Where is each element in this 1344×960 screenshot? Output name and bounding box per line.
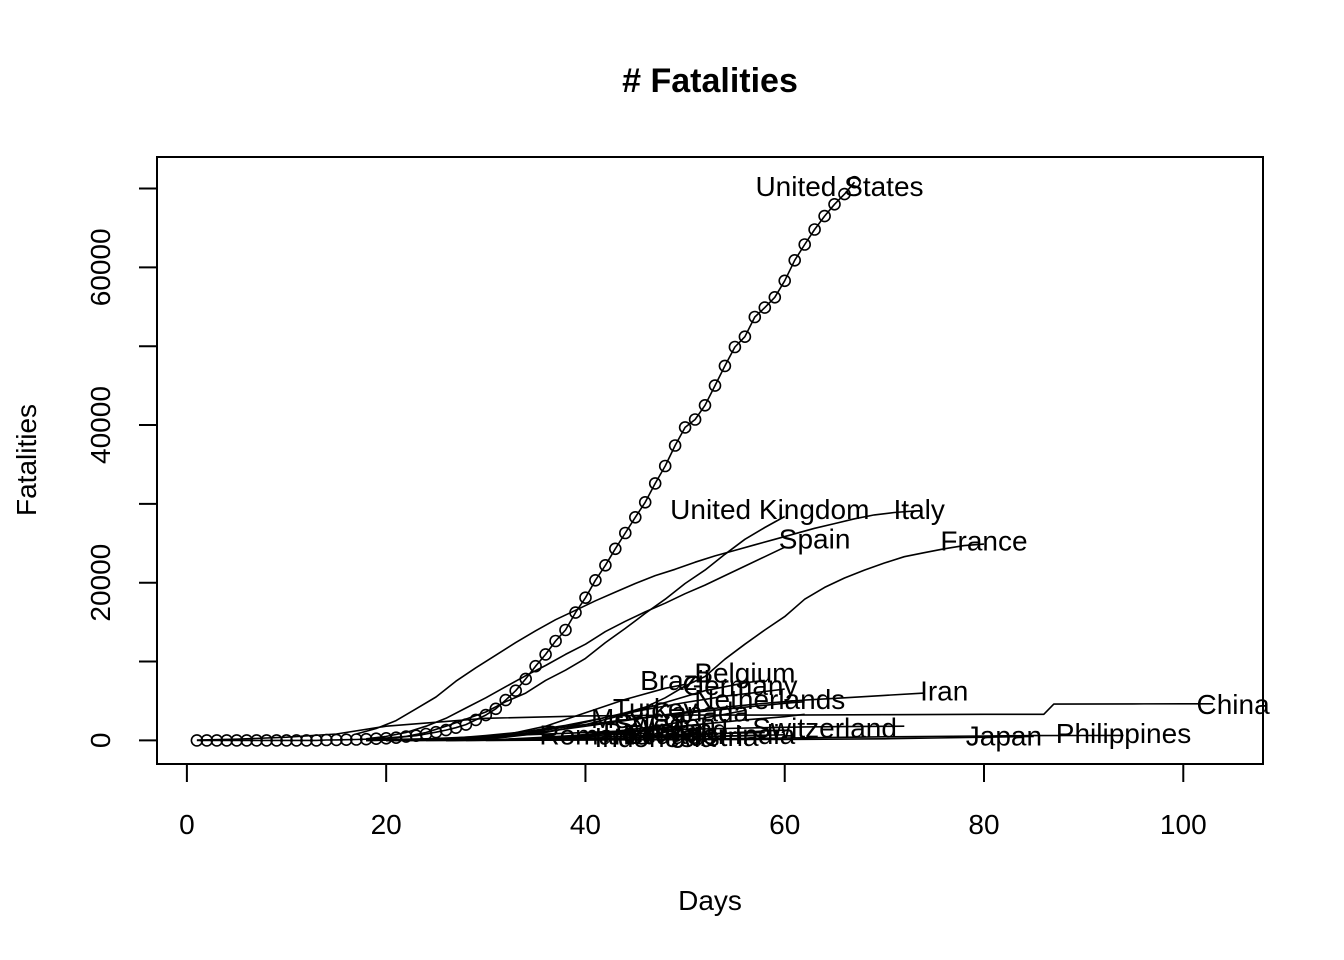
chart-title: # Fatalities <box>622 62 798 100</box>
data-point-united-states <box>529 659 542 673</box>
x-axis-title: Days <box>678 885 742 916</box>
data-point-united-states <box>240 734 253 747</box>
data-point-united-states <box>828 198 841 211</box>
data-point-united-states <box>479 708 493 722</box>
series-label-spain: Spain <box>779 523 851 554</box>
series-label-turkey: Turkey <box>613 693 698 724</box>
y-axis-title: Fatalities <box>11 404 42 516</box>
data-point-united-states <box>618 526 632 540</box>
data-point-united-states <box>738 330 752 344</box>
series-label-netherlands: Netherlands <box>694 684 845 715</box>
data-point-united-states <box>818 209 831 223</box>
data-point-united-states <box>768 290 782 304</box>
series-label-canada: Canada <box>651 697 750 728</box>
data-point-united-states <box>658 459 672 473</box>
data-point-united-states <box>678 421 692 434</box>
data-point-united-states <box>250 734 263 747</box>
data-point-united-states <box>758 301 772 314</box>
series-label-japan: Japan <box>966 720 1042 751</box>
data-point-united-states <box>718 359 732 373</box>
data-point-united-states <box>290 734 303 747</box>
data-point-united-states <box>230 734 243 747</box>
x-tick-label: 20 <box>371 809 402 840</box>
series-label-sweden: Sweden <box>615 709 716 740</box>
series-label-switzerland: Switzerland <box>752 712 897 743</box>
series-label-philippines: Philippines <box>1056 718 1191 749</box>
data-point-united-states <box>748 310 762 324</box>
data-point-united-states <box>339 733 353 747</box>
data-point-united-states <box>648 477 662 490</box>
data-point-united-states <box>848 175 861 189</box>
series-label-romania: Romania <box>539 720 651 751</box>
series-layer <box>190 175 1214 747</box>
series-label-ireland: Ireland <box>642 714 728 745</box>
data-point-united-states <box>509 684 523 698</box>
series-label-mexico: Mexico <box>591 703 680 734</box>
y-axis: 0 20000 40000 60000 <box>85 187 158 749</box>
data-point-united-states <box>579 591 592 605</box>
data-point-united-states <box>260 734 273 747</box>
series-label-belgium: Belgium <box>694 657 795 688</box>
x-tick-label: 80 <box>968 809 999 840</box>
data-point-united-states <box>608 542 622 556</box>
x-tick-label: 100 <box>1160 809 1207 840</box>
x-tick-label: 0 <box>179 809 195 840</box>
series-label-ecuador: Ecuador <box>623 719 727 750</box>
data-point-united-states <box>300 734 313 747</box>
data-point-united-states <box>668 439 682 452</box>
data-point-united-states <box>728 340 742 354</box>
series-label-india: India <box>734 719 795 750</box>
data-point-united-states <box>270 734 283 747</box>
series-line-united-states <box>196 181 856 742</box>
series-line-china <box>196 702 1214 741</box>
data-point-united-states <box>778 274 792 288</box>
data-point-united-states <box>549 634 562 648</box>
data-point-united-states <box>798 238 812 251</box>
series-label-china: China <box>1197 689 1271 720</box>
x-tick-label: 60 <box>769 809 800 840</box>
series-label-austria: Austria <box>671 721 759 752</box>
data-point-united-states <box>559 623 572 637</box>
series-label-germany: Germany <box>682 670 797 701</box>
x-tick-label: 40 <box>570 809 601 840</box>
data-point-united-states <box>628 510 642 524</box>
data-point-united-states <box>539 648 552 661</box>
x-axis: 0 20 40 60 80 100 <box>179 763 1207 840</box>
series-label-portugal: Portugal <box>603 717 707 748</box>
data-point-united-states <box>708 379 722 392</box>
series-label-brazil: Brazil <box>640 665 710 696</box>
series-line-philippines <box>485 734 1124 742</box>
series-label-france: France <box>940 526 1027 557</box>
series-label-united-kingdom: United Kingdom <box>670 494 869 525</box>
series-label-indonesia: Indonesia <box>594 722 716 753</box>
data-point-united-states <box>220 734 233 747</box>
data-point-united-states <box>638 495 652 509</box>
series-label-iran: Iran <box>920 675 968 706</box>
series-line-series-21 <box>465 734 765 742</box>
series-label-united-states: United States <box>755 171 923 202</box>
data-point-united-states <box>280 734 293 747</box>
series-line-united-kingdom <box>366 515 786 741</box>
data-point-united-states <box>808 223 821 236</box>
data-point-united-states <box>599 558 612 572</box>
y-tick-label: 20000 <box>85 544 116 622</box>
series-line-iran <box>366 692 925 742</box>
data-point-united-states <box>698 398 712 412</box>
series-line-italy <box>356 510 915 735</box>
series-label-italy: Italy <box>894 494 945 525</box>
data-point-united-states <box>788 253 802 267</box>
data-point-united-states <box>688 413 702 426</box>
data-point-united-states <box>589 573 602 587</box>
data-point-united-states <box>838 187 851 201</box>
y-tick-label: 0 <box>85 733 116 749</box>
series-label-layer: United States United Kingdom Italy Spain Fra… <box>539 171 1270 753</box>
y-tick-label: 60000 <box>85 228 116 306</box>
y-tick-label: 40000 <box>85 386 116 464</box>
